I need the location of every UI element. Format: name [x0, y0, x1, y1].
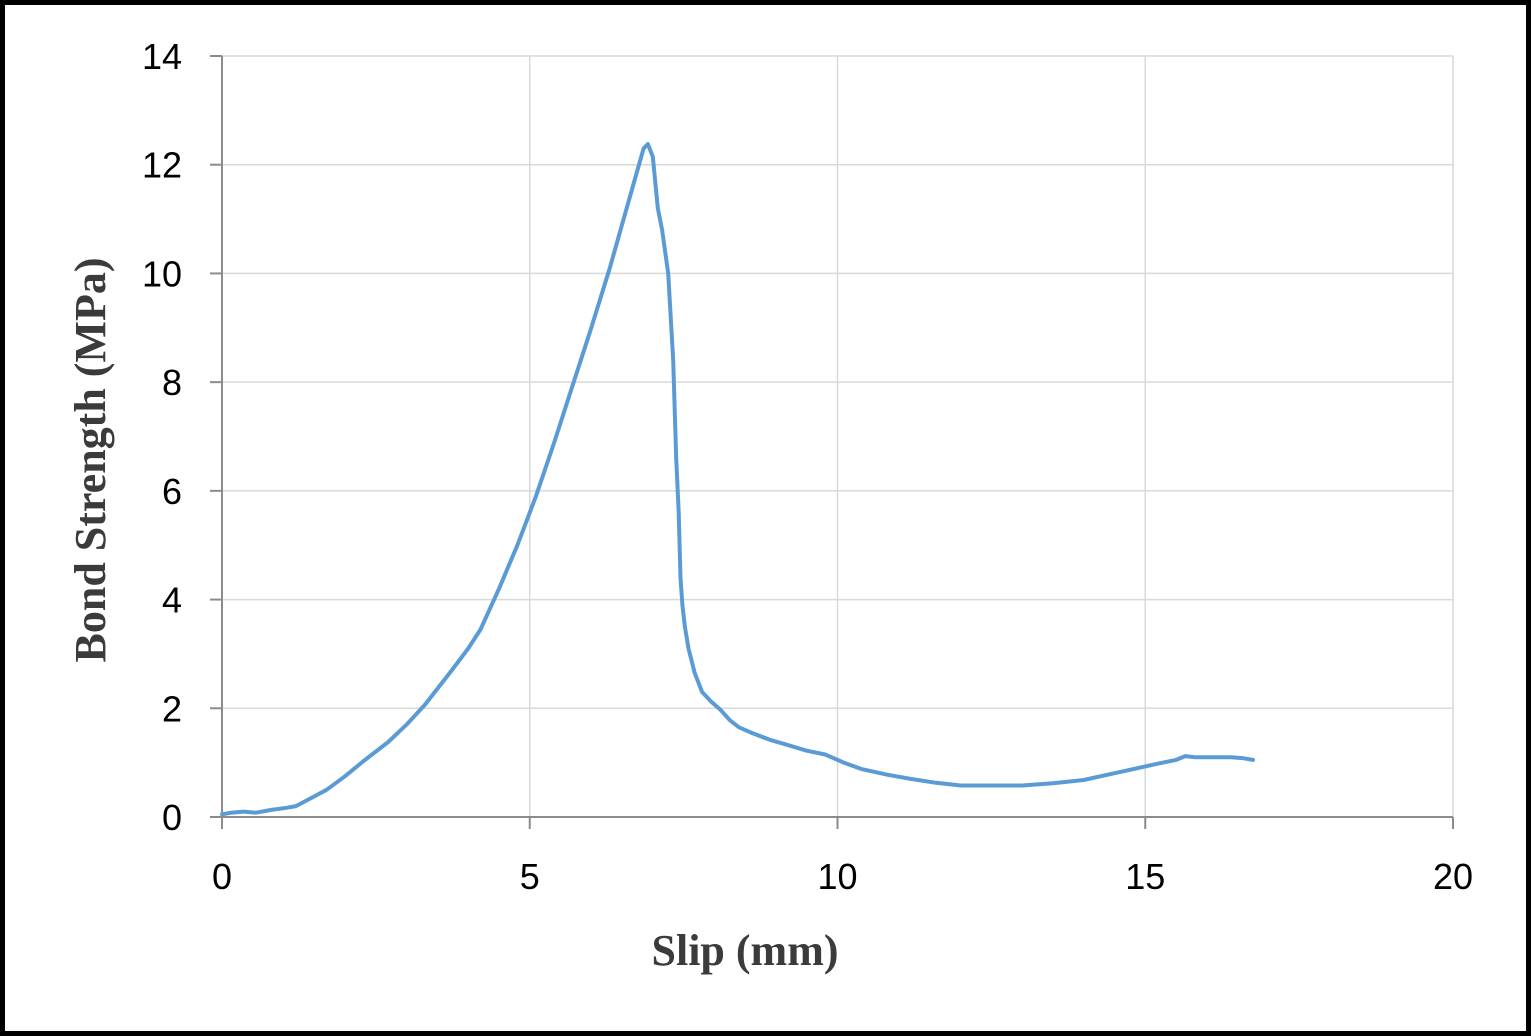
series-line	[220, 142, 1255, 817]
y-tick-label: 14	[142, 36, 182, 77]
y-axis-title: Bond Strength (MPa)	[66, 258, 115, 663]
x-tick-label: 10	[817, 856, 857, 897]
y-tick-label: 4	[162, 580, 182, 621]
series-layer	[220, 142, 1255, 817]
y-tick-label: 10	[142, 253, 182, 294]
ticks: 0 2 4 6 8 10 12 14 0 5 10 15 20	[142, 36, 1473, 897]
x-tick-label: 5	[520, 856, 540, 897]
y-tick-label: 0	[162, 797, 182, 838]
gridlines	[222, 55, 1454, 817]
y-tick-label: 6	[162, 471, 182, 512]
x-tick-label: 15	[1125, 856, 1165, 897]
y-tick-label: 8	[162, 362, 182, 403]
x-axis-title: Slip (mm)	[652, 926, 839, 975]
x-tick-label: 0	[212, 856, 232, 897]
y-tick-label: 2	[162, 688, 182, 729]
x-tick-label: 20	[1433, 856, 1473, 897]
y-tick-label: 12	[142, 145, 182, 186]
